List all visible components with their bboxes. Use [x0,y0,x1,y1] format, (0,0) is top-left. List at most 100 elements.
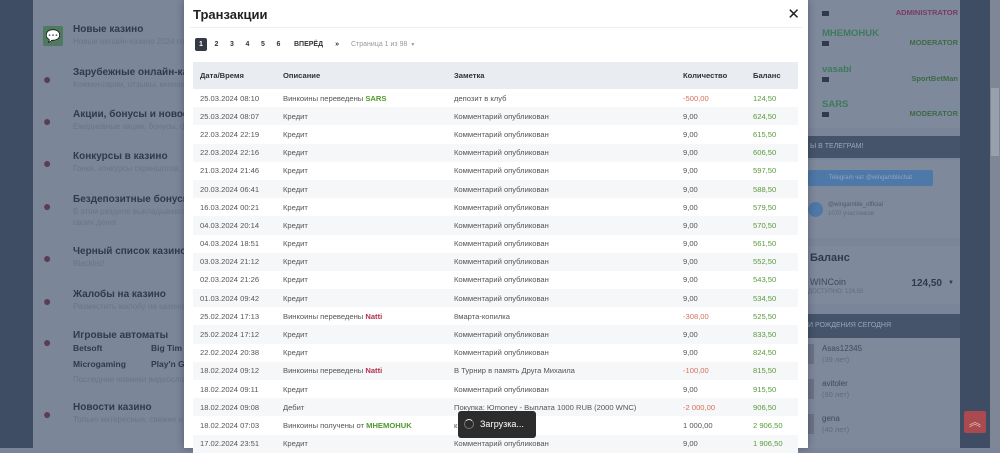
subforum-link[interactable]: Big Tim [151,343,183,353]
row-datetime: 18.02.2024 09:11 [200,384,259,394]
scroll-to-top-button[interactable]: ︽ [964,411,986,433]
forum-desc: Разместить жалобу на казино, [73,302,185,311]
row-amount: 9,00 [676,179,746,199]
birthday-user[interactable]: Asas12345 [822,344,863,353]
page-3-button[interactable]: 3 [230,41,234,48]
row-balance: 815,50 [746,361,798,380]
page-6-button[interactable]: 6 [276,41,281,48]
row-description: Кредит [276,216,447,235]
page-4-button[interactable]: 4 [245,41,250,48]
forum-desc: Только интересные, свежие и [73,415,183,424]
row-note: Комментарий опубликован [454,348,549,358]
scrollbar-thumb[interactable] [991,88,999,156]
forum-desc: своих денег. [73,218,119,227]
row-balance: 525,50 [753,311,777,321]
staff-name[interactable]: vasabi [822,64,852,75]
description-text: Кредит [283,129,308,139]
row-note: Комментарий опубликован [454,239,549,249]
close-icon[interactable]: ✕ [787,6,800,23]
forum-title[interactable]: Конкурсы в казино [73,151,168,162]
mail-icon[interactable] [822,11,829,16]
forum-title[interactable]: Черный список казино [73,246,185,257]
user-link[interactable]: MHEMOHUK [366,420,412,430]
left-gutter [0,0,33,448]
row-amount: 9,00 [676,107,746,126]
staff-role: ADMINISTRATOR [895,8,958,17]
subforum-link[interactable]: Microgaming [73,359,126,369]
page-1-button[interactable]: 1 [195,38,207,51]
divider [190,27,802,28]
user-link[interactable]: Natti [365,366,383,376]
page-2-button[interactable]: 2 [214,41,219,48]
chat-bubbles-icon: ● [43,334,52,350]
row-note: Комментарий опубликован [454,275,549,285]
row-balance: 606,50 [746,143,798,162]
row-amount: 9,00 [683,239,698,249]
row-balance: 624,50 [746,107,798,126]
user-link[interactable]: SARS [365,93,387,103]
table-row: 21.03.2024 21:46 Кредит Комментарий опубли… [193,162,798,180]
forum-title[interactable]: Бездепозитные бонусы ка [73,194,185,205]
row-note: Комментарий опубликован [447,289,676,308]
staff-panel: ADMINISTRATOR MHEMOHUK MODERATOR vasabi Spor… [808,0,960,128]
forum-title[interactable]: Акции, бонусы и новости в [73,109,185,120]
row-amount: -500,00 [683,93,709,103]
chat-bubbles-icon: ● [43,198,52,214]
row-datetime: 22.03.2024 22:19 [200,129,260,139]
subforum-link[interactable]: Betsoft [73,343,103,353]
description-text: Винкоины получены от [283,420,367,430]
row-balance: 579,50 [753,202,777,212]
birthday-user[interactable]: gena [822,414,840,423]
forum-desc: Новые онлайн-казино 2024 года [73,37,185,46]
table-row: 25.03.2024 08:07 Кредит Комментарий опубли… [193,107,798,126]
row-amount: -100,00 [676,361,746,380]
page-selector[interactable]: Страница 1 из 98 [351,41,408,48]
column-header: Баланс [746,62,798,89]
caret-down-icon[interactable]: ▼ [948,280,954,286]
row-datetime: 03.03.2024 21:12 [193,252,276,271]
row-balance: 906,50 [746,398,798,417]
row-note: Комментарий опубликован [454,384,549,394]
row-description: Кредит [276,434,447,453]
mail-icon[interactable] [822,77,829,82]
mail-icon[interactable] [822,112,829,117]
mail-icon[interactable] [822,41,829,46]
forum-title[interactable]: Зарубежные онлайн-казино [73,67,185,78]
forum-title[interactable]: Игровые автоматы [73,330,169,341]
row-datetime: 21.03.2024 21:46 [200,166,260,176]
caret-down-icon[interactable]: ▼ [410,41,416,48]
spinner-icon [464,419,474,429]
description-text: Кредит [283,202,308,212]
birthday-user[interactable]: avitoler [822,379,848,388]
telegram-channel[interactable]: @wingamble_official [828,202,884,208]
scrollbar[interactable] [990,0,1000,448]
table-row: 25.02.2024 17:13 Винкоины переведены Natt… [193,307,798,325]
description-text: Винкоины переведены [283,93,366,103]
last-page-button[interactable]: » [335,41,339,48]
next-page-button[interactable]: ВПЕРЁД [294,41,324,48]
table-row: 22.03.2024 22:16 Кредит Комментарий опубли… [193,143,798,162]
subforum-link[interactable]: Play'n G [151,359,185,369]
forum-title[interactable]: Новые казино [73,24,144,35]
forum-title[interactable]: Жалобы на казино [73,289,166,300]
page-5-button[interactable]: 5 [261,41,265,48]
row-note: к [454,420,458,430]
row-datetime: 01.03.2024 09:42 [193,289,276,308]
staff-name[interactable]: SARS [822,99,849,110]
row-datetime: 18.02.2024 09:12 [193,361,276,380]
description-text: Винкоины переведены [283,311,366,321]
user-link[interactable]: Natti [365,311,383,321]
row-amount: 1 000,00 [683,420,713,430]
telegram-chat-button[interactable]: Telegram чат @wingamblechat [808,170,933,186]
row-balance: 588,50 [746,179,798,199]
row-balance: 615,50 [753,129,777,139]
row-datetime: 25.03.2024 08:10 [200,93,260,103]
row-amount: 9,00 [676,216,746,235]
staff-name[interactable]: MHEMOHUK [822,28,879,39]
row-amount: 9,00 [676,325,746,344]
balance-currency: WINCoin [810,277,847,287]
avatar [808,414,814,434]
row-amount: 9,00 [683,348,698,358]
row-datetime: 16.03.2024 00:21 [200,202,260,212]
forum-title[interactable]: Новости казино [73,402,152,413]
